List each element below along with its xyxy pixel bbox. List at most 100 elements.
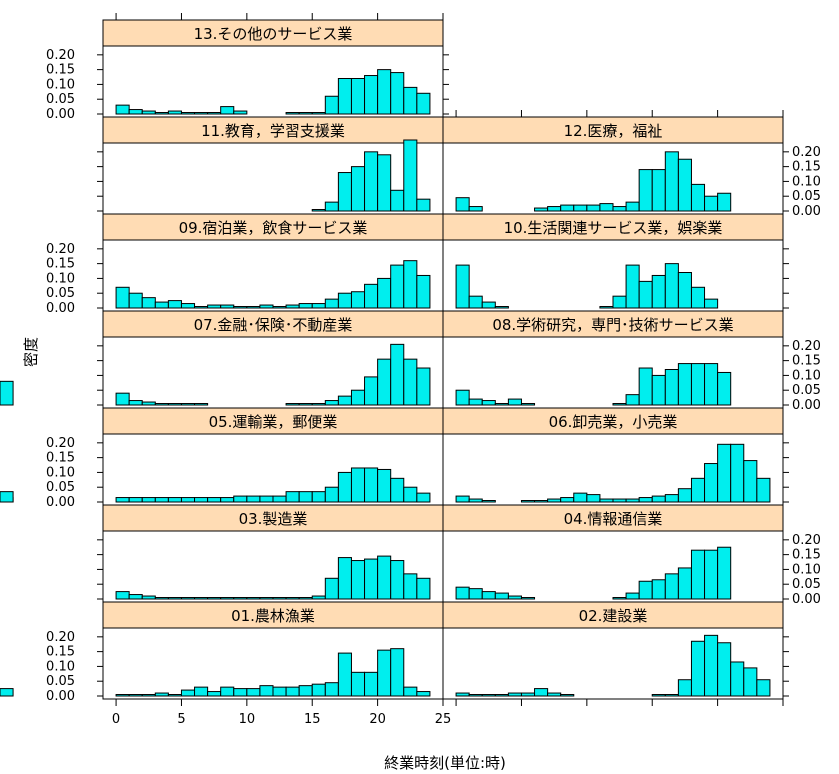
bar-p04-4 xyxy=(507,595,522,600)
bar-p12-19 xyxy=(704,195,719,212)
bar-p06-15 xyxy=(651,495,666,503)
bar-p10-18 xyxy=(690,286,706,309)
bar-p12-14 xyxy=(638,169,653,212)
panel-p08: 08.学術研究，専門･技術サービス業 xyxy=(442,310,784,409)
bar-p10-19 xyxy=(704,298,719,309)
bar-p09-2 xyxy=(141,297,156,309)
bar-p13-6 xyxy=(194,112,209,115)
panel-p13: 13.その他のサービス業 xyxy=(102,19,444,118)
bar-p13-8 xyxy=(220,106,235,115)
y-tick-label-6-0: 0.00 xyxy=(46,689,75,704)
bar-p10-13 xyxy=(625,264,640,309)
bar-p12-20 xyxy=(717,192,732,212)
bar-p13-3 xyxy=(154,112,169,115)
bar-p13-1 xyxy=(128,109,143,115)
y-tick-label-2-1: 0.05 xyxy=(46,286,75,301)
bar-p01-21 xyxy=(390,648,405,697)
y-tick-label-0-4: 0.20 xyxy=(46,48,75,63)
panel-p10: 10.生活関連サービス業，娯楽業 xyxy=(442,213,784,312)
bar-p13-20 xyxy=(377,69,392,115)
y-tick-label-0-0: 0.00 xyxy=(46,107,75,122)
bar-p03-1 xyxy=(128,594,143,600)
bar-p09-5 xyxy=(180,303,196,309)
bar-p09-16 xyxy=(324,298,339,309)
bar-p06-22 xyxy=(743,460,758,503)
bar-p09-23 xyxy=(416,274,431,309)
bar-p11-20 xyxy=(377,154,392,212)
bar-p02-0 xyxy=(455,692,470,697)
strip-p13 xyxy=(102,19,444,47)
bar-p09-18 xyxy=(350,291,366,309)
bar-p05-18 xyxy=(350,467,366,503)
bar-p06-2 xyxy=(481,500,496,503)
bar-p04-1 xyxy=(468,588,483,600)
x-tick-label-5: 25 xyxy=(435,712,452,727)
bar-p06-19 xyxy=(704,463,719,503)
bar-p09-22 xyxy=(403,260,418,309)
bar-p09-21 xyxy=(390,264,405,309)
bar-p10-2 xyxy=(481,301,496,309)
bar-p05-21 xyxy=(390,477,405,503)
bar-p02-21 xyxy=(730,661,745,697)
bar-p04-19 xyxy=(704,549,719,600)
bar-p04-0 xyxy=(455,586,470,600)
bar-p12-11 xyxy=(599,203,614,212)
bar-p07-23 xyxy=(416,367,431,406)
y-tick-label-1-1: 0.05 xyxy=(792,189,821,204)
bar-p01-12 xyxy=(272,686,287,697)
x-tick-label-2: 10 xyxy=(239,712,256,727)
bar-p13-0 xyxy=(115,104,130,115)
strip-label-p07: 07.金融･保険･不動産業 xyxy=(194,316,353,334)
strip-label-p10: 10.生活関連サービス業，娯楽業 xyxy=(504,219,723,237)
strip-p05 xyxy=(102,407,444,435)
bar-p01-14 xyxy=(298,685,313,697)
bar-p13-17 xyxy=(337,78,352,115)
bar-p08-16 xyxy=(664,369,679,406)
y-tick-label-3-0: 0.00 xyxy=(792,398,821,413)
bar-p10-1 xyxy=(468,295,483,309)
bar-p02-5 xyxy=(520,692,536,697)
y-tick-label-3-2: 0.10 xyxy=(792,368,821,383)
bar-p10-3 xyxy=(494,306,509,309)
bar-p01-16 xyxy=(324,682,339,697)
panel-p11: 11.教育，学習支援業 xyxy=(102,116,444,215)
y-tick-label-4-4: 0.20 xyxy=(46,436,75,451)
strip-label-p09: 09.宿泊業，飲食サービス業 xyxy=(179,219,368,237)
bar-p05-23 xyxy=(416,492,431,503)
axes-layer: 0.000.050.100.150.200.000.050.100.150.20… xyxy=(46,13,821,727)
bar-p03-22 xyxy=(403,573,418,600)
bar-p07-1 xyxy=(128,400,143,406)
bar-p08-5 xyxy=(520,403,536,406)
bar-p03-7 xyxy=(207,597,222,600)
bar-p03-11 xyxy=(259,597,274,600)
y-tick-label-4-0: 0.00 xyxy=(46,495,75,510)
bar-p03-16 xyxy=(324,577,339,600)
bar-p11-19 xyxy=(364,151,379,212)
bar-p07-21 xyxy=(390,343,405,406)
bar-p04-12 xyxy=(612,597,627,600)
bar-p02-7 xyxy=(547,692,562,697)
bar-p05-4 xyxy=(167,497,182,503)
bar-p08-2 xyxy=(481,400,496,406)
bar-p02-2 xyxy=(481,694,496,697)
y-tick-label-3-3: 0.15 xyxy=(792,354,821,369)
strip-label-p13: 13.その他のサービス業 xyxy=(194,25,353,43)
bar-p05-3 xyxy=(154,497,169,503)
bar-p08-20 xyxy=(717,371,732,406)
bar-p09-19 xyxy=(364,283,379,309)
bar-p13-23 xyxy=(416,92,431,115)
strip-label-p04: 04.情報通信業 xyxy=(564,510,663,528)
bar-p10-11 xyxy=(599,306,614,309)
bar-p12-10 xyxy=(586,204,601,212)
plot-frame-p08 xyxy=(442,336,784,409)
strip-label-p02: 02.建設業 xyxy=(579,607,648,625)
bar-p02-3 xyxy=(494,694,509,697)
strip-p12 xyxy=(442,116,784,144)
bar-p06-21 xyxy=(730,443,745,503)
bar-p02-16 xyxy=(664,694,679,697)
bar-p06-14 xyxy=(638,497,653,503)
bar-p05-2 xyxy=(141,497,156,503)
bar-p01-8 xyxy=(220,686,235,697)
bar-p06-18 xyxy=(690,477,706,503)
x-tick-label-1: 5 xyxy=(177,712,185,727)
